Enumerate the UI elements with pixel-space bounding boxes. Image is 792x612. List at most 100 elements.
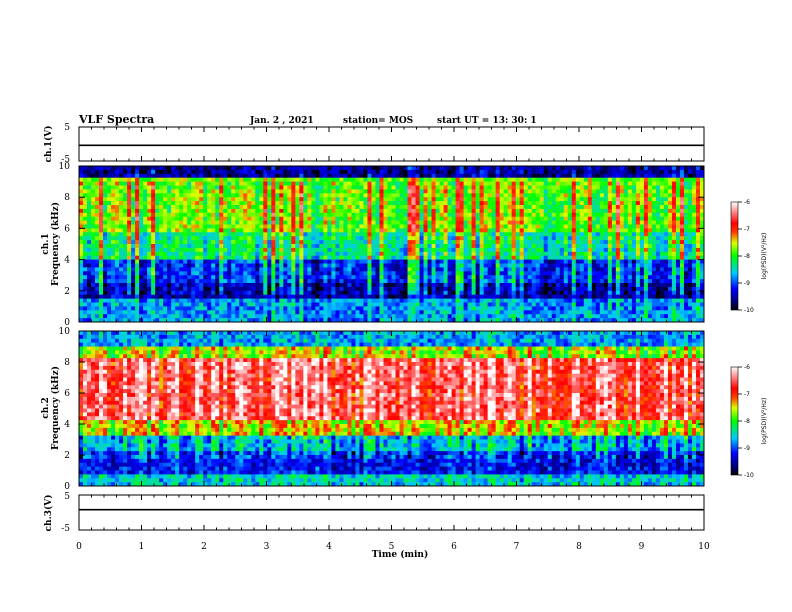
ch1-spectrogram-cell (523, 216, 529, 221)
ch1-spectrogram-cell (183, 197, 188, 202)
ch1-spectrogram-cell (283, 310, 288, 315)
ch1-spectrogram-cell (227, 314, 232, 319)
ch1-spectrogram-cell (87, 244, 92, 249)
ch1-spectrogram-cell (251, 255, 256, 260)
ch1-spectrogram-cell (523, 224, 529, 229)
ch1-spectrogram-cell (143, 212, 148, 218)
ch1-spectrogram-cell (423, 232, 428, 237)
ch1-spectrogram-cell (371, 255, 376, 260)
ch1-spectrogram-cell (319, 212, 324, 218)
ch1-spectrogram-cell (331, 228, 336, 233)
ch1-spectrogram-cell (371, 298, 376, 303)
ch1-spectrogram-cell (99, 224, 104, 229)
ch1-spectrogram-cell (167, 205, 172, 210)
ch1-spectrogram-cell (423, 197, 428, 202)
ch1-spectrogram-cell (311, 185, 316, 190)
ch1-spectrogram-cell (127, 275, 132, 280)
ch1-spectrogram-cell (395, 244, 400, 249)
ch1-spectrogram-cell (207, 290, 212, 296)
ch1-spectrogram-cell (323, 283, 328, 288)
ch1-spectrogram-cell (315, 201, 320, 206)
ch1-spectrogram-cell (351, 216, 356, 221)
ch1-spectrogram-cell (123, 271, 128, 276)
ch1-spectrogram-cell (351, 294, 356, 299)
ch1-spectrogram-cell (423, 212, 428, 218)
ch1-spectrogram-cell (95, 306, 100, 311)
ch1-spectrogram-cell (371, 271, 376, 276)
ch1-spectrogram-cell (111, 251, 116, 257)
ch1-spectrogram-cell (195, 201, 200, 206)
ch1-spectrogram-cell (283, 169, 288, 175)
ch1-spectrogram-cell (387, 244, 392, 249)
ch1-spectrogram-cell (275, 244, 280, 249)
ch1-spectrogram-cell (183, 251, 188, 257)
ch1-spectrogram-cell (347, 279, 352, 284)
ch1-spectrogram-cell (183, 267, 188, 272)
ch1-spectrogram-cell (387, 306, 392, 311)
ch1-spectrogram-cell (171, 216, 176, 221)
ch1-spectrogram-cell (155, 208, 160, 214)
ch1-spectrogram-cell (547, 197, 553, 202)
ch1-spectrogram-cell (515, 220, 521, 225)
ch1-spectrogram-cell (167, 279, 172, 284)
ch1-spectrogram-cell (551, 255, 557, 260)
ch1-spectrogram-cell (335, 263, 340, 268)
ch1-spectrogram-cell (355, 197, 360, 202)
ch1-spectrogram-cell (551, 314, 557, 319)
ch1-spectrogram-cell (143, 298, 148, 303)
ch1-spectrogram-cell (79, 306, 84, 311)
ch1-spectrogram-cell (147, 302, 152, 307)
ch1-spectrogram-cell (99, 244, 104, 249)
ch1-spectrogram-cell (135, 267, 140, 272)
ch1-spectrogram-cell (391, 290, 396, 296)
ch1-spectrogram-cell (531, 318, 537, 323)
ch1-spectrogram-cell (103, 212, 108, 218)
ch1-spectrogram-cell (171, 283, 176, 288)
ch1-spectrogram-cell (555, 294, 561, 299)
ch1-spectrogram-cell (235, 286, 240, 292)
ch1-spectrogram-cell (391, 314, 396, 319)
ch1-spectrogram-cell (127, 189, 132, 194)
ch1-spectrogram-cell (255, 318, 260, 323)
ch1-spectrogram-cell (419, 306, 424, 311)
ch1-spectrogram-cell (307, 189, 312, 194)
ch1-spectrogram-cell (359, 314, 364, 319)
ch1-spectrogram-cell (183, 298, 188, 303)
ch1-spectrogram-cell (551, 185, 557, 190)
ch1-spectrogram-cell (427, 181, 432, 186)
ch1-spectrogram-cell (543, 177, 549, 182)
ch1-spectrogram-cell (299, 259, 304, 264)
ch1-spectrogram-cell (255, 197, 260, 202)
ch1-spectrogram-cell (563, 220, 569, 225)
ch1-spectrogram-cell (475, 240, 481, 245)
ch1-spectrogram-cell (531, 193, 537, 198)
ch1-spectrogram-cell (215, 259, 220, 264)
ch1-spectrogram-cell (343, 220, 348, 225)
ch1-spectrogram-cell (131, 255, 136, 260)
ch1-spectrogram-cell (143, 290, 148, 296)
ch1-spectrogram-cell (303, 197, 308, 202)
ch1-spectrogram-cell (115, 236, 120, 241)
ch1-spectrogram-cell (143, 193, 148, 198)
ch1-spectrogram-cell (179, 220, 184, 225)
ch1-spectrogram-cell (171, 197, 176, 202)
ch1-spectrogram-cell (231, 236, 236, 241)
ch1-spectrogram-cell (91, 197, 96, 202)
ch1-spectrogram-cell (403, 197, 408, 202)
ch1-spectrogram-cell (539, 232, 545, 237)
ch1-spectrogram-cell (147, 216, 152, 221)
ch1-spectrogram-cell (343, 181, 348, 186)
ch1-spectrogram-cell (511, 201, 517, 206)
ch1-spectrogram-cell (559, 205, 565, 210)
ch1-spectrogram-cell (403, 267, 408, 272)
ch1-spectrogram-cell (443, 224, 448, 229)
ch1-spectrogram-cell (351, 279, 356, 284)
ch1-spectrogram-cell (159, 173, 164, 179)
ch1-spectrogram-cell (447, 298, 452, 303)
ch1-spectrogram-cell (271, 279, 276, 284)
ch1-spectrogram-cell (223, 166, 228, 171)
ch1-spectrogram-cell (367, 197, 372, 202)
ch1-spectrogram-cell (99, 314, 104, 319)
ch1-spectrogram-cell (411, 306, 416, 311)
ch1-spectrogram-cell (203, 240, 208, 245)
